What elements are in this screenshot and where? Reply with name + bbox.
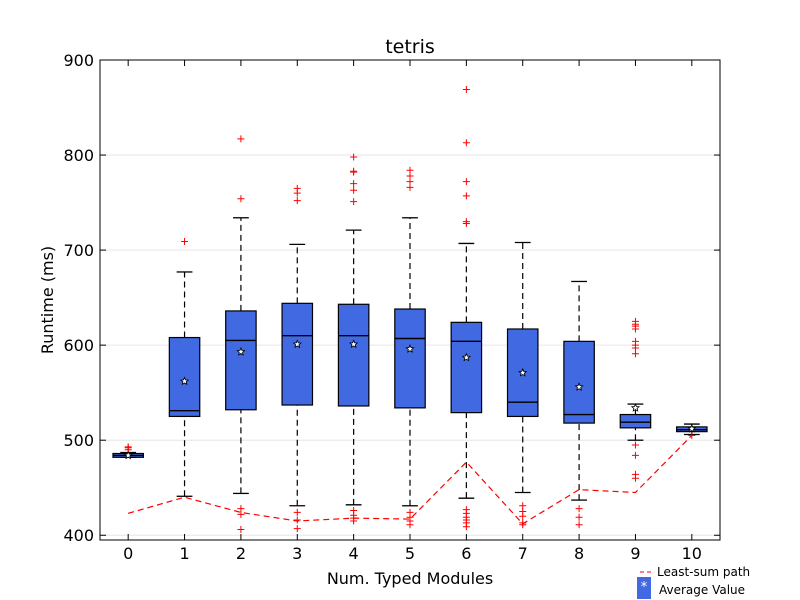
box: [394, 308, 426, 409]
least-sum-path-line: [128, 435, 693, 525]
y-tick-label: 400: [63, 526, 94, 545]
outlier-point: [350, 180, 358, 188]
mean-marker: [292, 339, 302, 349]
mean-marker: [461, 352, 471, 362]
x-tick-label: 6: [461, 544, 471, 563]
outlier-point: [631, 451, 639, 459]
box: [281, 302, 314, 406]
box: [337, 303, 370, 407]
outlier-point: [237, 135, 245, 143]
outlier-point: [293, 508, 301, 516]
outlier-point: [462, 218, 470, 226]
outlier-point: [237, 195, 245, 203]
outlier-point: [575, 521, 583, 529]
mean-marker: [518, 367, 528, 377]
outlier-point: [631, 337, 639, 345]
mean-marker: [630, 403, 641, 412]
outlier-point: [406, 521, 414, 529]
x-tick-label: 1: [179, 544, 189, 563]
y-tick-label: 800: [63, 146, 94, 165]
outlier-point: [350, 198, 358, 206]
x-tick-label: 0: [123, 544, 133, 563]
mean-marker: [405, 344, 415, 353]
chart-title: tetris: [385, 36, 435, 58]
y-tick-label: 900: [63, 51, 94, 70]
outlier-point: [350, 167, 358, 175]
box: [450, 321, 483, 414]
outlier-point: [462, 178, 470, 186]
outlier-point: [124, 443, 132, 451]
x-axis-label: Num. Typed Modules: [327, 569, 493, 588]
y-tick-label: 500: [63, 431, 94, 450]
legend-label-average: Average Value: [659, 583, 745, 597]
outlier-point: [631, 474, 639, 482]
box: [619, 413, 652, 429]
outlier-point: [293, 197, 301, 205]
outlier-point: [519, 512, 527, 520]
box: [225, 310, 257, 411]
x-tick-label: 7: [518, 544, 528, 563]
outlier-point: [237, 526, 245, 534]
legend: Least-sum path * Average Value: [637, 565, 750, 599]
plot-area: 400 500 600 700 800 900 0 1 2 3 4 5 6 7 8 9 10: [63, 51, 721, 563]
mean-marker: [574, 382, 584, 391]
outlier-point: [181, 238, 189, 246]
outlier-point: [631, 317, 639, 325]
outlier-point: [406, 166, 414, 174]
x-tick-label: 9: [630, 544, 640, 563]
mean-marker: [123, 450, 133, 460]
outlier-point: [462, 139, 470, 147]
y-axis-label: Runtime (ms): [38, 246, 57, 354]
x-tick-label: 4: [349, 544, 359, 563]
outlier-point: [575, 513, 583, 521]
mean-marker: [236, 346, 246, 356]
y-tick-label: 600: [63, 336, 94, 355]
x-tick-label: 3: [292, 544, 302, 563]
outlier-point: [350, 153, 358, 161]
box: [168, 336, 201, 418]
legend-label-path: Least-sum path: [657, 565, 750, 579]
legend-average-swatch: [637, 577, 651, 599]
outlier-point: [575, 505, 583, 513]
outlier-point: [293, 525, 301, 533]
mean-marker: [349, 339, 359, 349]
outlier-point: [462, 523, 470, 531]
outlier-point: [350, 186, 358, 194]
asterisk-icon: *: [641, 580, 648, 595]
outlier-point: [237, 510, 245, 518]
x-tick-label: 8: [574, 544, 584, 563]
outlier-point: [519, 521, 527, 529]
x-tick-label: 10: [682, 544, 702, 563]
outlier-point: [462, 192, 470, 200]
outlier-point: [462, 85, 470, 93]
y-tick-label: 700: [63, 241, 94, 260]
mean-marker: [179, 376, 190, 386]
outlier-point: [293, 184, 301, 192]
x-tick-label: 2: [236, 544, 246, 563]
outlier-point: [631, 441, 639, 449]
mean-marker: [687, 423, 697, 433]
x-tick-label: 5: [405, 544, 415, 563]
